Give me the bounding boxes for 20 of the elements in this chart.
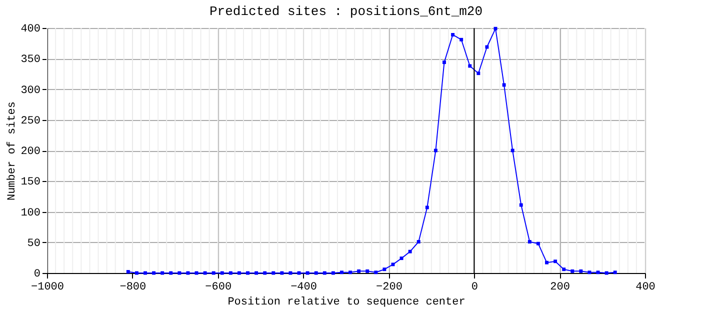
x-tick-label: 200 (550, 282, 570, 294)
y-tick-label: 200 (20, 146, 40, 158)
y-tick-label: 50 (27, 238, 40, 250)
y-tick-label: 250 (20, 115, 40, 128)
x-tick-label: 400 (636, 282, 656, 294)
y-tick-label: 0 (34, 268, 40, 280)
y-tick-label: 100 (20, 207, 40, 220)
y-tick-label: 300 (20, 84, 40, 97)
x-tick-label: −400 (290, 282, 317, 294)
x-tick-label: −600 (205, 282, 232, 294)
y-axis-title: Number of sites (6, 101, 19, 201)
x-tick-label: −800 (120, 282, 146, 294)
y-tick-label: 350 (20, 54, 40, 66)
y-tick-label: 400 (20, 24, 40, 36)
chart-title: Predicted sites : positions_6nt_m20 (209, 4, 483, 19)
y-tick-label: 150 (20, 176, 40, 189)
x-tick-label: 0 (471, 282, 478, 294)
x-axis-title: Position relative to sequence center (228, 296, 466, 308)
x-tick-label: −200 (376, 282, 402, 294)
x-tick-label: −1000 (30, 282, 64, 294)
